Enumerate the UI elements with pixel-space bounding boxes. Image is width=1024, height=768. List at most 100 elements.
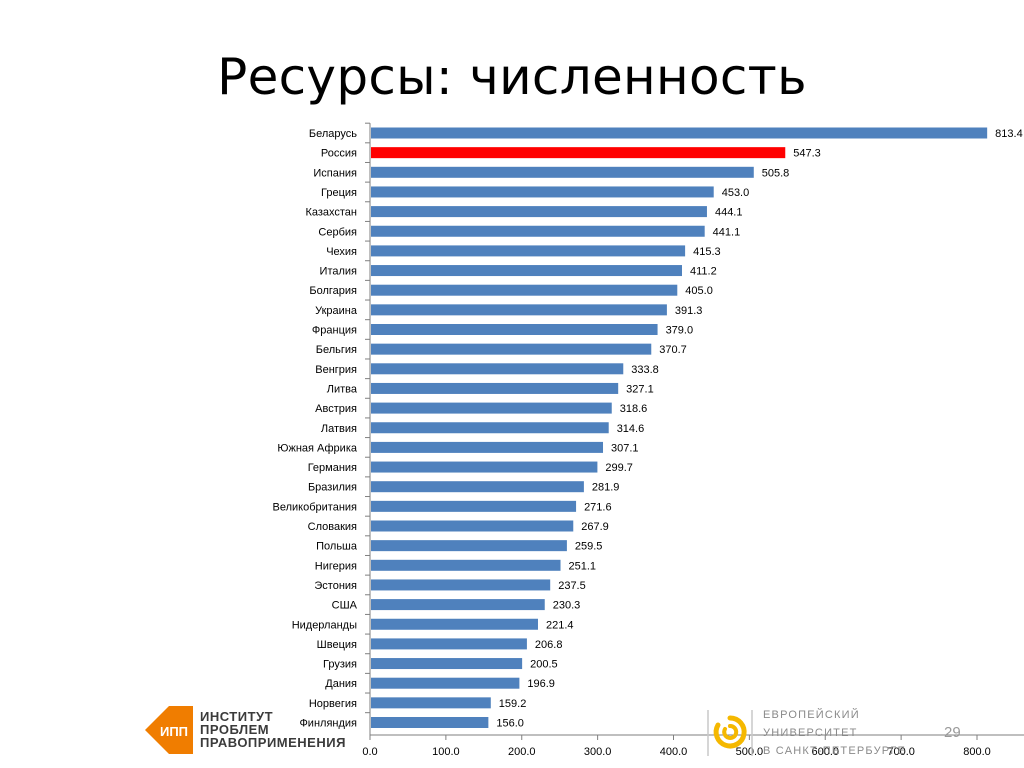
category-label: Эстония: [314, 580, 357, 592]
bar: [371, 304, 667, 316]
eu-spb-logo: ЕВРОПЕЙСКИЙ УНИВЕРСИТЕТ В САНКТ-ПЕТЕРБУР…: [700, 704, 905, 760]
category-label: Италия: [320, 266, 358, 278]
eu-logo-line: ЕВРОПЕЙСКИЙ: [763, 709, 860, 721]
ipp-logo-line: ИНСТИТУТ: [200, 709, 274, 724]
value-label: 267.9: [581, 521, 609, 533]
category-label: Болгария: [309, 285, 357, 297]
value-label: 505.8: [762, 167, 790, 179]
bar: [371, 540, 567, 552]
eu-spb-emblem-icon: [707, 710, 753, 756]
page-number: 29: [944, 724, 961, 741]
ipp-badge-text: ИПП: [160, 724, 188, 739]
category-label: Россия: [321, 148, 357, 160]
value-label: 251.1: [569, 560, 597, 572]
bar: [371, 284, 678, 296]
category-label: Швеция: [317, 639, 357, 651]
value-label: 206.8: [535, 639, 563, 651]
bar: [371, 559, 561, 571]
category-label: Казахстан: [305, 207, 357, 219]
value-label: 370.7: [659, 344, 687, 356]
bar: [371, 599, 545, 611]
bar: [371, 363, 624, 375]
bar: [371, 206, 707, 218]
value-label: 237.5: [558, 580, 586, 592]
category-label: Дания: [325, 678, 357, 690]
bar: [371, 265, 682, 277]
x-tick-label: 200.0: [508, 746, 536, 758]
value-label: 271.6: [584, 501, 612, 513]
category-label: Австрия: [315, 403, 357, 415]
category-label: Беларусь: [309, 128, 357, 140]
bar: [371, 717, 489, 728]
value-label: 200.5: [530, 659, 558, 671]
category-label: Польша: [316, 541, 358, 553]
category-label: Бельгия: [316, 344, 357, 356]
category-label: Франция: [312, 325, 357, 337]
bar-highlight: [371, 147, 786, 159]
value-label: 230.3: [553, 600, 581, 612]
bar: [371, 520, 574, 532]
bar: [371, 382, 619, 394]
value-label: 333.8: [631, 364, 659, 376]
value-label: 547.3: [793, 148, 821, 160]
value-label: 307.1: [611, 442, 639, 454]
value-label: 318.6: [620, 403, 648, 415]
value-label: 221.4: [546, 619, 574, 631]
value-label: 281.9: [592, 482, 620, 494]
value-label: 259.5: [575, 541, 603, 553]
bar: [371, 481, 584, 493]
bar: [371, 422, 609, 434]
category-label: Латвия: [321, 423, 357, 435]
category-label: Финляндия: [299, 718, 357, 730]
category-label: Сербия: [318, 226, 357, 238]
value-label: 156.0: [496, 718, 524, 730]
bar: [371, 225, 705, 237]
category-label: Словакия: [308, 521, 357, 533]
category-label: Норвегия: [309, 698, 357, 710]
x-tick-label: 700.0: [887, 746, 915, 758]
category-label: Нидерланды: [292, 619, 357, 631]
bar: [371, 186, 714, 198]
bar: [371, 324, 658, 335]
x-tick-label: 400.0: [660, 746, 688, 758]
category-label: Великобритания: [273, 501, 358, 513]
bar: [371, 500, 577, 512]
category-label: Южная Африка: [277, 442, 358, 454]
value-label: 405.0: [685, 285, 713, 297]
value-label: 299.7: [605, 462, 633, 474]
value-label: 813.4: [995, 128, 1023, 140]
category-label: Украина: [315, 305, 358, 317]
ipp-logo-line: ПРОБЛЕМ: [200, 722, 270, 737]
bar: [371, 127, 988, 139]
value-label: 196.9: [527, 678, 555, 690]
category-label: Грузия: [323, 659, 357, 671]
bar: [371, 461, 598, 473]
x-tick-label: 600.0: [811, 746, 839, 758]
value-label: 159.2: [499, 698, 527, 710]
value-label: 444.1: [715, 207, 743, 219]
category-label: Бразилия: [308, 482, 357, 494]
ipp-logo-line: ПРАВОПРИМЕНЕНИЯ: [200, 735, 346, 750]
bar: [371, 166, 754, 178]
value-label: 441.1: [713, 226, 741, 238]
x-tick-label: 800.0: [963, 746, 991, 758]
bar: [371, 658, 523, 670]
x-tick-label: 100.0: [432, 746, 460, 758]
value-label: 379.0: [666, 325, 694, 337]
eu-logo-line: УНИВЕРСИТЕТ: [763, 727, 858, 739]
bar: [371, 697, 491, 709]
value-label: 314.6: [617, 423, 645, 435]
category-label: Венгрия: [315, 364, 357, 376]
bar: [371, 245, 686, 257]
category-label: Испания: [313, 167, 357, 179]
category-label: Литва: [327, 383, 358, 395]
x-tick-label: 0.0: [362, 746, 377, 758]
ipp-logo: ИПП ИНСТИТУТ ПРОБЛЕМ ПРАВОПРИМЕНЕНИЯ: [145, 706, 365, 756]
bar: [371, 402, 612, 414]
category-label: США: [332, 600, 358, 612]
bar: [371, 618, 538, 630]
value-label: 391.3: [675, 305, 703, 317]
eu-logo-line: В САНКТ-ПЕТЕРБУРГЕ: [763, 745, 906, 757]
eu-spb-logo-text: ЕВРОПЕЙСКИЙ УНИВЕРСИТЕТ В САНКТ-ПЕТЕРБУР…: [763, 706, 906, 760]
bar: [371, 579, 551, 591]
